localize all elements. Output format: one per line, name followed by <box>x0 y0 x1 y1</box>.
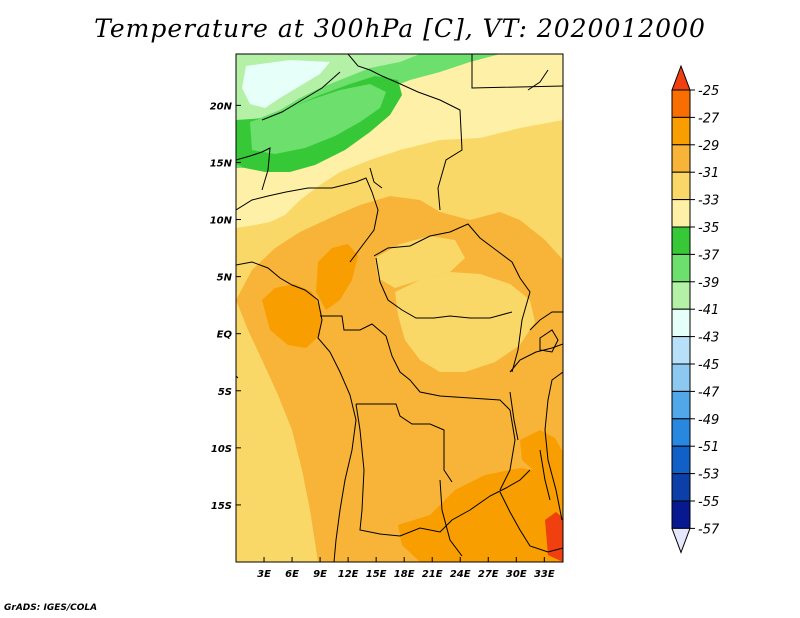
border-1 <box>347 54 463 211</box>
lat-tick-label: 10S <box>211 444 232 455</box>
lon-tick-label: 15E <box>366 569 387 580</box>
lon-tick-label: 33E <box>534 569 555 580</box>
colorbar-swatch <box>671 445 691 475</box>
lake-victoria <box>539 329 559 353</box>
border-3 <box>236 177 379 263</box>
lake-tanganyika <box>509 391 519 441</box>
lat-tick-label: 5S <box>218 387 232 398</box>
colorbar-swatch <box>671 336 691 365</box>
field-ocean-minus33 <box>236 300 318 562</box>
colorbar-swatch <box>671 281 691 310</box>
colorbar-label: -25 <box>698 84 719 99</box>
colorbar-swatch <box>671 199 691 228</box>
colorbar-swatch <box>671 418 691 447</box>
border-10 <box>355 403 531 537</box>
field-pocket-minus33 <box>395 272 535 372</box>
colorbar-swatch <box>671 144 691 173</box>
field-patch-minus29-south <box>398 468 563 562</box>
field-pocket-minus33-b <box>375 236 465 288</box>
colorbar-label: -37 <box>698 248 720 263</box>
field-patch-minus29-east <box>520 430 563 480</box>
colorbar-label: -31 <box>698 166 719 181</box>
colorbar-label: -43 <box>698 331 719 346</box>
field-patch-minus29-west <box>262 284 322 348</box>
lat-tick-label: EQ <box>217 330 233 341</box>
colorbar-label: -45 <box>698 358 719 373</box>
grads-credit: GrADS: IGES/COLA <box>4 603 98 613</box>
colorbar-swatch <box>671 390 691 420</box>
axis-ticks: 3E 6E 9E 12E 15E 18E 21E 24E 27E 30E 33E 20N 15N 10N 5… <box>210 101 555 580</box>
colorbar-label: -53 <box>698 468 719 483</box>
colorbar-swatch <box>671 226 691 255</box>
border-16 <box>369 167 383 189</box>
field-band-minus39-inner <box>250 84 386 154</box>
lon-tick-label: 3E <box>257 569 271 580</box>
colorbar-swatch <box>671 89 691 118</box>
field-band-minus43 <box>242 60 330 108</box>
border-4 <box>261 71 341 121</box>
border-9 <box>356 403 453 483</box>
lon-tick-label: 9E <box>313 569 327 580</box>
border-6 <box>373 223 531 373</box>
colorbar-label: -49 <box>698 413 719 428</box>
lon-tick-label: 30E <box>506 569 527 580</box>
colorbar: -25 -27 -29 -31 -33 -35 -37 -39 -41 -43 -45 -47 -49 -… <box>671 64 720 554</box>
colorbar-label: -51 <box>698 440 719 455</box>
border-13 <box>529 311 563 331</box>
lon-tick-label: 12E <box>338 569 359 580</box>
boundaries <box>236 54 563 562</box>
colorbar-under-triangle <box>671 527 691 554</box>
lon-tick-label: 18E <box>394 569 415 580</box>
coastline-east-africa <box>544 371 563 521</box>
colorbar-swatch <box>671 500 691 529</box>
lat-tick-label: 15S <box>211 501 232 512</box>
colorbar-swatch <box>671 473 691 502</box>
lat-tick-label: 20N <box>210 101 233 112</box>
border-8 <box>320 315 516 491</box>
border-5 <box>236 147 271 191</box>
lon-tick-label: 27E <box>478 569 499 580</box>
lon-tick-label: 24E <box>450 569 471 580</box>
lon-tick-label: 6E <box>285 569 299 580</box>
border-14 <box>509 343 563 373</box>
map-title: Temperature at 300hPa [C], VT: 202001200… <box>94 14 706 43</box>
field-patch-minus29-north <box>316 244 358 310</box>
colorbar-label: -27 <box>698 111 720 126</box>
border-12 <box>499 491 563 553</box>
colorbar-label: -35 <box>698 221 719 236</box>
colorbar-label: -55 <box>698 495 719 510</box>
border-17 <box>527 69 549 91</box>
border-11 <box>439 479 463 557</box>
colorbar-swatch <box>671 171 691 201</box>
colorbar-over-triangle <box>671 64 691 91</box>
colorbar-label: -29 <box>698 139 719 154</box>
map-frame <box>235 53 564 563</box>
colorbar-label: -33 <box>698 194 719 209</box>
colorbar-swatch <box>671 363 691 392</box>
lat-tick-label: 15N <box>210 158 233 169</box>
lon-tick-label: 21E <box>422 569 443 580</box>
colorbar-label: -57 <box>698 522 720 537</box>
colorbar-label: -39 <box>698 276 719 291</box>
colorbar-label: -41 <box>698 303 719 318</box>
coastline-west-africa <box>236 261 357 562</box>
colorbar-label: -47 <box>698 385 720 400</box>
lake-malawi <box>539 449 551 501</box>
colorbar-swatch <box>671 116 691 146</box>
colorbar-swatch <box>671 308 691 338</box>
lat-tick-label: 10N <box>210 216 233 227</box>
lat-tick-label: 5N <box>217 273 233 284</box>
border-7 <box>375 257 513 319</box>
colorbar-swatch <box>671 253 691 283</box>
